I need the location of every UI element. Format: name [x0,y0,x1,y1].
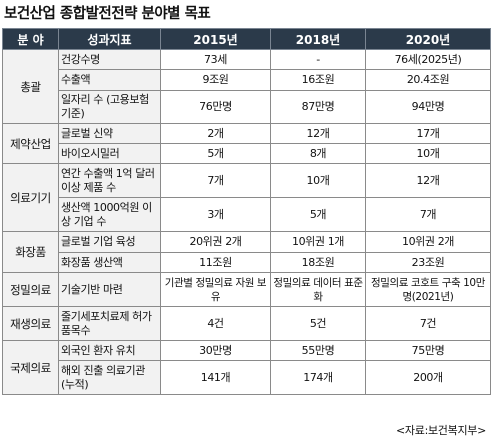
header-2020: 2020년 [365,28,491,50]
value-2015: 3개 [160,197,271,232]
value-2018: 정밀의료 데이터 표준화 [270,272,366,307]
value-2015: 7개 [160,163,271,198]
value-2018: 18조원 [270,252,366,273]
value-2015: 4건 [160,306,271,341]
value-2015: 9조원 [160,69,271,91]
table-header-row: 분 야 성과지표 2015년 2018년 2020년 [2,28,491,50]
category-overall: 총괄 [2,49,59,124]
indicator-cell: 수출액 [58,69,161,91]
table-row: 해외 진출 의료기관 (누적) 141개 174개 200개 [3,360,491,395]
value-2020: 17개 [365,123,491,144]
value-2018: 8개 [270,143,366,164]
indicator-cell: 화장품 생산액 [58,252,161,273]
value-2018: 16조원 [270,69,366,91]
value-2015: 73세 [160,49,271,70]
value-2020: 94만명 [365,90,491,124]
category-precision-medicine: 정밀의료 [2,272,59,307]
value-2018: 10위권 1개 [270,231,366,253]
value-2018: 174개 [270,360,366,395]
value-2020: 12개 [365,163,491,198]
table-row: 바이오시밀러 5개 8개 10개 [3,143,491,164]
table-row: 국제의료 외국인 환자 유치 30만명 55만명 75만명 [2,340,491,395]
table-row: 총괄 건강수명 73세 - 76세(2025년) [2,49,491,124]
value-2020: 7건 [365,306,491,341]
header-field: 분 야 [2,28,59,50]
value-2018: 5건 [270,306,366,341]
category-cosmetics: 화장품 [2,231,59,273]
indicator-cell: 건강수명 [58,49,161,70]
indicator-cell: 글로벌 신약 [58,123,161,144]
table-row: 재생의료 줄기세포치료제 허가 품목수 4건 5건 7건 [2,306,491,341]
header-2018: 2018년 [270,28,366,50]
value-2020: 23조원 [365,252,491,273]
category-regenerative-medicine: 재생의료 [2,306,59,341]
indicator-cell: 줄기세포치료제 허가 품목수 [58,306,161,341]
value-2020: 정밀의료 코호트 구축 10만명(2021년) [365,272,491,307]
value-2020: 200개 [365,360,491,395]
goals-table: 분 야 성과지표 2015년 2018년 2020년 총괄 건강수명 73세 -… [2,28,491,395]
table-row: 화장품 글로벌 기업 육성 20위권 2개 10위권 1개 10위권 2개 [2,231,491,273]
table-row: 생산액 1000억원 이상 기업 수 3개 5개 7개 [3,197,491,232]
indicator-cell: 기술기반 마련 [58,272,161,307]
value-2015: 11조원 [160,252,271,273]
page-title: 보건산업 종합발전전략 분야별 목표 [4,6,211,22]
value-2015: 76만명 [160,90,271,124]
table-row: 의료기기 연간 수출액 1억 달러 이상 제품 수 7개 10개 12개 [2,163,491,232]
indicator-cell: 연간 수출액 1억 달러 이상 제품 수 [58,163,161,198]
value-2020: 76세(2025년) [365,49,491,70]
category-international-medicine: 국제의료 [2,340,59,395]
value-2020: 10개 [365,143,491,164]
value-2020: 10위권 2개 [365,231,491,253]
value-2015: 2개 [160,123,271,144]
source-note: <자료:보건복지부> [396,424,486,437]
table-row: 일자리 수 (고용보험 기준) 76만명 87만명 94만명 [3,90,491,124]
value-2015: 5개 [160,143,271,164]
value-2018: 87만명 [270,90,366,124]
value-2020: 75만명 [365,340,491,361]
value-2015: 기관별 정밀의료 자원 보유 [160,272,271,307]
header-indicator: 성과지표 [58,28,161,50]
indicator-cell: 생산액 1000억원 이상 기업 수 [58,197,161,232]
value-2015: 30만명 [160,340,271,361]
table-row: 제약산업 글로벌 신약 2개 12개 17개 [2,123,491,164]
value-2020: 7개 [365,197,491,232]
category-medical-devices: 의료기기 [2,163,59,232]
value-2020: 20.4조원 [365,69,491,91]
indicator-cell: 해외 진출 의료기관 (누적) [58,360,161,395]
value-2018: 12개 [270,123,366,144]
header-2015: 2015년 [160,28,271,50]
indicator-cell: 바이오시밀러 [58,143,161,164]
value-2018: - [270,49,366,70]
table-row: 수출액 9조원 16조원 20.4조원 [3,69,491,91]
indicator-cell: 외국인 환자 유치 [58,340,161,361]
value-2015: 141개 [160,360,271,395]
indicator-cell: 글로벌 기업 육성 [58,231,161,253]
category-pharma: 제약산업 [2,123,59,164]
table-row: 화장품 생산액 11조원 18조원 23조원 [3,252,491,273]
value-2018: 55만명 [270,340,366,361]
indicator-cell: 일자리 수 (고용보험 기준) [58,90,161,124]
value-2018: 10개 [270,163,366,198]
value-2018: 5개 [270,197,366,232]
value-2015: 20위권 2개 [160,231,271,253]
table-row: 정밀의료 기술기반 마련 기관별 정밀의료 자원 보유 정밀의료 데이터 표준화… [2,272,491,307]
